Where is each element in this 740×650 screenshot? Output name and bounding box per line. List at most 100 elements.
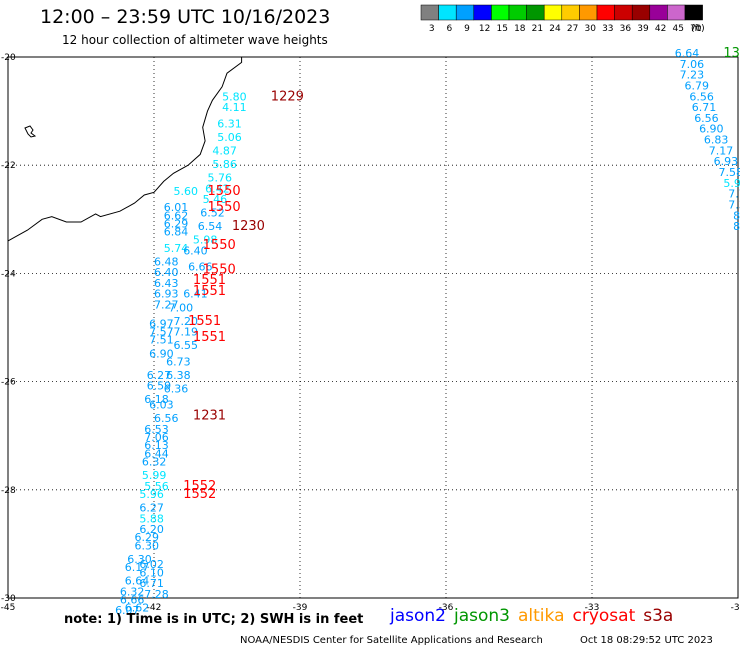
wave-height-label: 6.32 <box>142 455 167 468</box>
wave-height-label: 4.87 <box>212 144 237 157</box>
wave-height-label: 6.64 <box>675 47 700 60</box>
map-border <box>7 56 739 599</box>
wave-height-label: 7.57 <box>149 326 174 339</box>
wave-height-label: 6.71 <box>692 101 717 114</box>
lon-tick-label: -30 <box>731 603 740 613</box>
wave-height-label: 7.28 <box>144 588 169 601</box>
wave-height-label: 6.40 <box>183 244 208 257</box>
wave-height-label: 6.10 <box>139 566 164 579</box>
wave-height-label: 6.40 <box>154 266 179 279</box>
pass-time-label: 1550 <box>208 184 241 199</box>
wave-height-label: 6.62 <box>164 209 189 222</box>
lon-tick-label: -42 <box>147 603 162 613</box>
wave-height-label: 6.20 <box>139 523 164 536</box>
legend-label: 12 <box>479 24 490 34</box>
wave-height-label: 5.98 <box>193 234 218 247</box>
legend-label: 9 <box>464 24 470 34</box>
wave-height-label: 6.29 <box>135 531 160 544</box>
lat-tick-label: -20 <box>1 53 16 63</box>
legend-swatch <box>508 4 527 21</box>
wave-height-label: 6.42 <box>205 182 230 195</box>
wave-height-label: 7.17 <box>709 144 734 157</box>
wave-height-label: 6.07 <box>115 604 140 617</box>
lon-tick-label: -33 <box>585 603 600 613</box>
wave-height-label: 7.20 <box>173 315 198 328</box>
wave-height-label: 8. <box>733 209 740 222</box>
lat-tick-label: -24 <box>1 269 16 279</box>
satellite-name: jason3 <box>454 606 510 626</box>
coastline <box>7 57 243 242</box>
legend-label: 15 <box>496 24 507 34</box>
legend-label: 42 <box>655 24 666 34</box>
wave-height-label: 7.19 <box>173 326 198 339</box>
wave-height-label: 6.01 <box>164 201 189 214</box>
coastline-path <box>7 57 243 242</box>
satellite-name: s3a <box>643 606 674 626</box>
map-frame: -45 -42 -39 -36 -33 -30 -20 -22 -24 -26 -28 -30 <box>1 53 740 613</box>
wave-height-label: 5.86 <box>212 158 237 171</box>
lat-tick-label: -28 <box>1 486 16 496</box>
wave-height-label: 6.66 <box>120 593 145 606</box>
legend-label: 27 <box>567 24 578 34</box>
pass-time-label: 1301 <box>723 46 740 61</box>
wave-height-label: 4.11 <box>222 101 247 114</box>
legend-label: 3 <box>429 24 435 34</box>
legend-label: 45 <box>672 24 683 34</box>
wave-height-label: 6.83 <box>704 134 729 147</box>
legend-swatch <box>420 4 439 21</box>
legend-swatch <box>649 4 668 21</box>
wave-height-label: 6.18 <box>144 393 169 406</box>
legend-swatch <box>684 4 703 21</box>
wave-height-label: 5.96 <box>139 488 164 501</box>
wave-height-label: 5.80 <box>222 90 247 103</box>
legend-label: 30 <box>584 24 596 34</box>
legend-label: 70 <box>690 24 702 34</box>
color-legend: 3 6 9 12 15 18 21 24 27 30 33 36 39 42 45 70(ft) <box>420 4 705 34</box>
legend-unit: (ft) <box>691 24 705 34</box>
legend-swatch <box>455 4 475 21</box>
lon-tick-label: -39 <box>293 603 308 613</box>
legend-label: 36 <box>620 24 632 34</box>
satellite-legend: jason2 jason3 altika cryosat s3a <box>390 606 681 626</box>
chart-title: 12:00 – 23:59 UTC 10/16/2023 <box>40 6 331 28</box>
wave-height-label: 5.46 <box>203 193 228 206</box>
lat-tick-label: -26 <box>1 378 16 388</box>
wave-height-label: 6.54 <box>198 220 223 233</box>
chart-subtitle: 12 hour collection of altimeter wave hei… <box>62 33 328 47</box>
pass-time-label: 1550 <box>203 262 236 277</box>
pass-time-label: 1551 <box>188 314 221 329</box>
wave-height-label: 6.02 <box>139 558 164 571</box>
wave-height-label: 7.51 <box>149 334 174 347</box>
wave-height-label: 5.60 <box>173 185 198 198</box>
wave-height-label: 6.62 <box>125 602 150 615</box>
legend-swatch <box>526 4 545 21</box>
wave-height-label: 6.79 <box>684 79 709 92</box>
legend-swatch <box>579 4 598 21</box>
wave-height-label: 7.06 <box>680 58 705 71</box>
lon-tick-label: -45 <box>1 603 16 613</box>
time-labels: 1229155015501230155015501551155115511551… <box>183 46 740 502</box>
wave-height-label: 6.97 <box>149 318 174 331</box>
wave-height-label: 7.58 <box>719 166 740 179</box>
legend-swatch <box>614 4 633 21</box>
wave-height-label: 6.71 <box>139 577 164 590</box>
wave-height-label: 6.56 <box>689 90 714 103</box>
wave-height-label: 6.38 <box>166 369 191 382</box>
wave-height-label: 6.84 <box>164 226 189 239</box>
wave-height-label: 7.00 <box>169 301 194 314</box>
wave-height-label: 6.44 <box>144 447 169 460</box>
satellite-name: cryosat <box>572 606 636 626</box>
island-outline <box>24 125 37 138</box>
credit-line: NOAA/NESDIS Center for Satellite Applica… <box>240 635 543 646</box>
wave-height-label: 6.43 <box>154 277 179 290</box>
pass-time-label: 1230 <box>232 219 265 234</box>
wave-height-label: 6.52 <box>200 207 225 220</box>
legend-swatch <box>438 4 457 21</box>
legend-swatch <box>561 4 580 21</box>
wave-height-label: 8 <box>733 220 740 233</box>
legend-swatch <box>491 4 510 21</box>
legend-label: 18 <box>514 24 526 34</box>
legend-label: 21 <box>532 24 543 34</box>
wave-height-labels: 5.804.11 6.315.064.875.865.766.42 5.60 5.46… <box>115 47 740 617</box>
